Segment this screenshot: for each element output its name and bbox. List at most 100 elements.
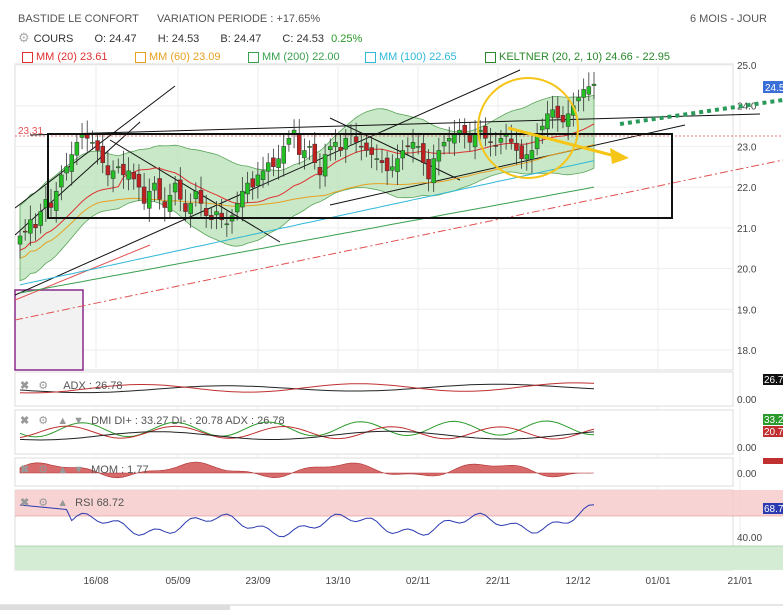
adx-tag-text: 26.7 [764, 375, 783, 386]
x-tick-label: 23/09 [245, 576, 270, 587]
dmi-label: DMI DI+ : 33.27 DI- : 20.78 ADX : 26.78 [91, 415, 285, 427]
red-dashed-trendline [15, 159, 783, 321]
dmi-minus-tag-text: 20.7 [764, 427, 783, 438]
purple-zone [14, 289, 84, 371]
rsi-tick: 40.00 [737, 533, 762, 544]
candle-body [374, 158, 380, 160]
candle-body [84, 134, 90, 139]
candle-body [74, 142, 80, 156]
candle-body [234, 203, 240, 213]
gear-icon[interactable]: ⚙ [38, 464, 49, 476]
mom-toolbar: ✖ ⚙ ▲ ▼ MOM : 1.77 [20, 463, 149, 477]
close-icon[interactable]: ✖ [20, 464, 30, 476]
candle-body [69, 154, 74, 172]
candle-body [100, 145, 105, 163]
mom-label: MOM : 1.77 [91, 464, 149, 476]
candle-body [188, 203, 193, 214]
adx-tick: 0.00 [737, 395, 757, 406]
candle-body [121, 163, 126, 176]
gear-icon[interactable]: ⚙ [38, 415, 49, 427]
legend-mm200[interactable]: MM (200) 22.00 [248, 50, 340, 64]
y-tick-label: 21.0 [737, 224, 757, 235]
mm100-line [19, 160, 595, 286]
close-icon[interactable]: ✖ [20, 497, 30, 509]
legend-mm20[interactable]: MM (20) 23.61 [22, 50, 108, 64]
mom-tick: 0.00 [737, 469, 757, 480]
legend-mm100[interactable]: MM (100) 22.65 [365, 50, 457, 64]
rsi-overbought-zone [15, 490, 783, 516]
candle-body [240, 190, 245, 208]
candle-body [472, 133, 478, 148]
gear-icon[interactable]: ⚙ [18, 30, 30, 45]
x-tick-label: 16/08 [83, 576, 108, 587]
resistance-label: 23.31 [18, 126, 43, 137]
candle-body [540, 125, 545, 131]
candle-body [53, 190, 59, 211]
y-tick-label: 25.0 [737, 61, 757, 72]
dmi-plus-tag [763, 414, 783, 425]
candle-body [312, 143, 318, 163]
horizontal-gridlines [15, 64, 733, 351]
candle-body [147, 190, 152, 209]
arrow-up-icon[interactable]: ▲ [57, 497, 69, 509]
gear-icon[interactable]: ⚙ [38, 497, 49, 509]
gear-icon[interactable]: ⚙ [38, 380, 49, 392]
momentum-area [19, 461, 595, 479]
change-value: 0.25% [331, 33, 363, 45]
period-selector[interactable]: 6 MOIS - JOUR [690, 13, 768, 25]
di-minus-line [19, 425, 595, 440]
mom-tag [763, 458, 783, 464]
close-value: C: 24.53 [282, 33, 325, 45]
candle-body [338, 146, 343, 151]
candle-body [343, 138, 349, 150]
keltner-band [19, 94, 595, 282]
candle-body [152, 182, 157, 191]
legend-mm60[interactable]: MM (60) 23.09 [135, 50, 221, 64]
x-tick-label: 01/01 [645, 576, 670, 587]
arrow-down-icon[interactable]: ▼ [73, 464, 85, 476]
candle-body [33, 223, 38, 229]
candle-body [514, 142, 519, 151]
bottom-scroll-thumb[interactable] [0, 605, 230, 610]
open-value: O: 24.47 [94, 33, 137, 45]
dmi-plus-tag-text: 33.2 [764, 415, 783, 426]
dmi-tick: 0.00 [737, 443, 757, 454]
candle-body [519, 145, 524, 159]
dmi-adx-line [19, 430, 595, 441]
candle-body [410, 142, 416, 149]
x-tick-label: 02/11 [406, 576, 431, 587]
arrow-up-icon[interactable]: ▲ [57, 464, 69, 476]
y-tick-label: 23.0 [737, 142, 757, 153]
price-label: COURS [33, 33, 74, 45]
candle-body [390, 166, 395, 171]
candle-body [281, 146, 286, 164]
candle-body [467, 135, 473, 143]
adx-red-line [19, 382, 595, 394]
candle-body [286, 138, 292, 145]
low-value: B: 24.47 [220, 33, 262, 45]
arrow-down-icon[interactable]: ▼ [73, 415, 85, 427]
candle-body [488, 141, 493, 143]
candle-body [529, 150, 535, 160]
candle-body [95, 140, 100, 151]
adx-label: ADX : 26.78 [63, 380, 123, 392]
rsi-tag [763, 503, 783, 514]
close-icon[interactable]: ✖ [20, 415, 30, 427]
x-tick-label: 12/12 [565, 576, 590, 587]
candle-body [265, 162, 271, 172]
candle-body [550, 109, 555, 118]
last-price-text: 24.5 [765, 83, 783, 94]
candle-body [22, 230, 28, 233]
stock-title: BASTIDE LE CONFORT [18, 13, 139, 25]
x-tick-label: 13/10 [325, 576, 350, 587]
arrow-up-icon[interactable]: ▲ [57, 415, 69, 427]
black-trendline-1 [15, 85, 176, 209]
legend-keltner[interactable]: KELTNER (20, 2, 10) 24.66 - 22.95 [485, 50, 670, 64]
candle-body [110, 170, 116, 179]
candle-body [276, 158, 281, 168]
close-icon[interactable]: ✖ [20, 380, 30, 392]
candle-body [426, 158, 431, 180]
candle-body [524, 154, 530, 160]
candle-body [193, 190, 199, 200]
